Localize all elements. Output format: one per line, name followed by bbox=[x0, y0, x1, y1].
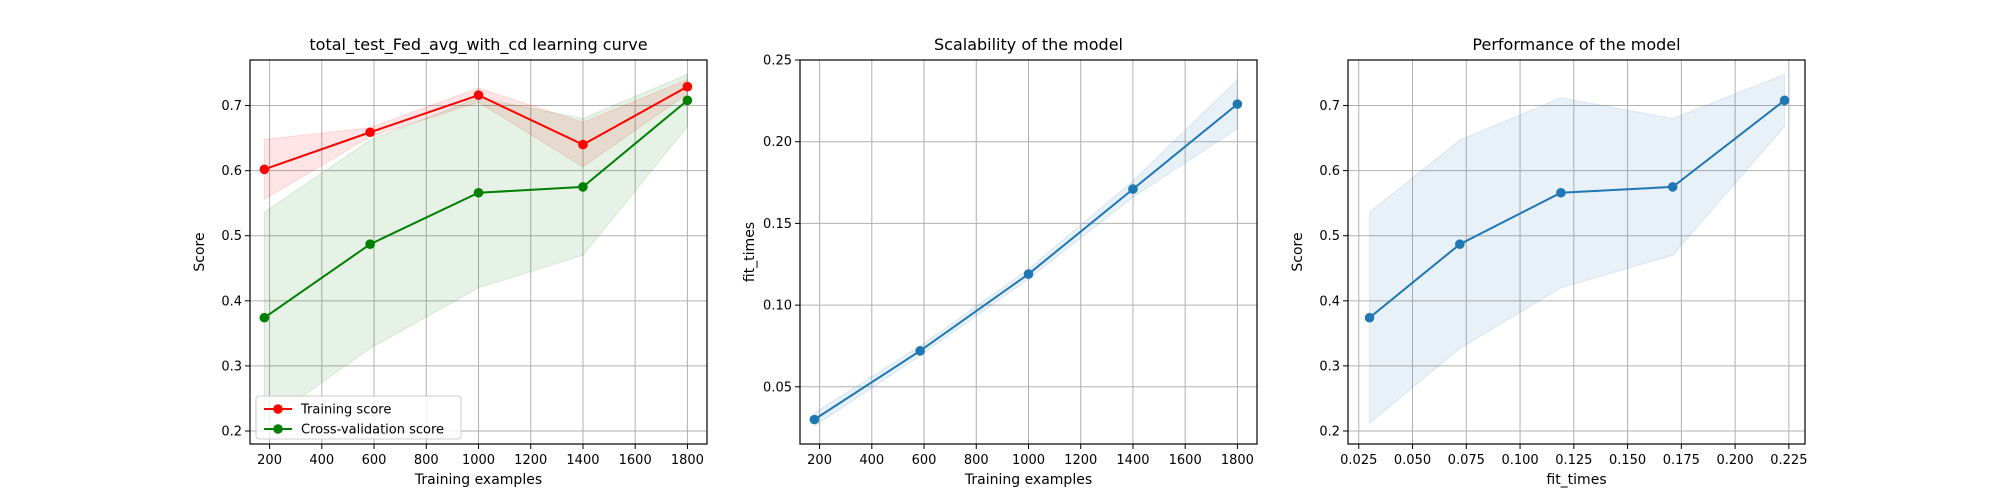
chart-1-x-tick-label: 1400 bbox=[1116, 453, 1149, 468]
chart-2-series-0-point bbox=[1556, 187, 1566, 198]
chart-0-x-tick-label: 400 bbox=[309, 453, 334, 468]
chart-0-x-tick-label: 600 bbox=[362, 453, 387, 468]
chart-0-x-tick-label: 1200 bbox=[514, 453, 547, 468]
chart-1-x-tick-label: 600 bbox=[912, 453, 937, 468]
chart-0-title: total_test_Fed_avg_with_cd learning curv… bbox=[309, 35, 647, 55]
chart-0-y-tick-label: 0.5 bbox=[221, 229, 242, 244]
chart-2-x-tick-label: 0.075 bbox=[1448, 453, 1485, 468]
chart-0-series-0-point bbox=[259, 164, 270, 175]
chart-2-x-tick-label: 0.025 bbox=[1340, 453, 1377, 468]
chart-0-series-0-point bbox=[682, 81, 693, 92]
performance-panel: 0.025 0.050 0.075 0.100 0.125 0.150 0.175 0.200… bbox=[1290, 35, 1807, 488]
chart-2-x-tick-label: 0.100 bbox=[1501, 453, 1538, 468]
chart-2-y-tick-label: 0.3 bbox=[1319, 359, 1340, 374]
chart-2-y-tick-label: 0.7 bbox=[1319, 99, 1340, 114]
chart-1-x-tick-label: 1200 bbox=[1064, 453, 1097, 468]
chart-1-x-tick-label: 1000 bbox=[1012, 453, 1045, 468]
chart-0-series-0-point bbox=[578, 139, 588, 150]
chart-1-x-tick-label: 1600 bbox=[1169, 453, 1202, 468]
chart-2-frame bbox=[1347, 59, 1806, 445]
chart-2-y-tick-label: 0.4 bbox=[1319, 294, 1340, 309]
chart-1-x-tick-label: 1800 bbox=[1221, 453, 1254, 468]
chart-0-legend: Training score Cross-validation score bbox=[255, 395, 462, 440]
chart-0-y-axis-label: Score bbox=[192, 232, 208, 271]
chart-0-legend-box bbox=[255, 395, 462, 440]
chart-1-y-tick-label: 0.15 bbox=[763, 217, 792, 232]
chart-0-x-tick-label: 1800 bbox=[671, 453, 704, 468]
chart-0-x-tick-label: 1600 bbox=[619, 453, 652, 468]
chart-2-title: Performance of the model bbox=[1472, 35, 1680, 54]
chart-2-series-0-point bbox=[1364, 312, 1375, 323]
chart-1-series-0-band bbox=[813, 78, 1238, 427]
chart-2-x-tick-label: 0.125 bbox=[1555, 453, 1592, 468]
chart-0-series-1-point bbox=[473, 187, 484, 198]
chart-0-series-1-band bbox=[263, 73, 688, 425]
chart-0-x-tick-label: 1400 bbox=[566, 453, 599, 468]
chart-2-y-tick-label: 0.5 bbox=[1319, 229, 1340, 244]
chart-2-x-tick-label: 0.150 bbox=[1609, 453, 1646, 468]
chart-2-series-0-point bbox=[1667, 182, 1678, 192]
chart-0-series-0-point bbox=[365, 127, 375, 138]
chart-2-x-tick-label: 0.225 bbox=[1770, 453, 1807, 468]
chart-0-legend-label-1: Cross-validation score bbox=[301, 423, 444, 438]
chart-2-y-tick-label: 0.2 bbox=[1319, 424, 1340, 439]
chart-0-series-1-point bbox=[578, 182, 588, 192]
chart-1-series-0-point bbox=[1128, 184, 1138, 194]
chart-1-y-tick-label: 0.25 bbox=[763, 54, 792, 69]
chart-0-legend-marker-1 bbox=[273, 424, 283, 434]
chart-2-x-tick-label: 0.050 bbox=[1394, 453, 1431, 468]
chart-1-y-tick-label: 0.20 bbox=[763, 135, 792, 150]
chart-0-y-tick-label: 0.6 bbox=[221, 164, 242, 179]
chart-2-x-tick-label: 0.175 bbox=[1663, 453, 1700, 468]
scalability-panel: 200 400 600 800 1000 1200 1400 1600 1800 0.05 0.10… bbox=[742, 35, 1258, 488]
chart-0-series-1-point bbox=[365, 239, 375, 249]
chart-1-series-0-point bbox=[915, 346, 925, 356]
chart-1-y-tick-label: 0.10 bbox=[763, 299, 792, 314]
chart-1-y-tick-label: 0.05 bbox=[763, 380, 792, 395]
chart-0-y-tick-label: 0.4 bbox=[221, 294, 242, 309]
chart-0-series-1-point bbox=[259, 312, 270, 323]
chart-0-x-axis-label: Training examples bbox=[414, 472, 542, 488]
chart-0-y-tick-label: 0.3 bbox=[221, 359, 242, 374]
chart-1-series-0-point bbox=[1023, 269, 1034, 279]
chart-2-series-0-point bbox=[1779, 95, 1790, 106]
chart-2-y-axis-label: Score bbox=[1290, 232, 1306, 271]
chart-0-y-tick-label: 0.7 bbox=[221, 99, 242, 114]
chart-0-legend-marker-0 bbox=[273, 404, 283, 414]
chart-1-y-axis-label: fit_times bbox=[742, 222, 758, 282]
chart-0-legend-label-0: Training score bbox=[300, 403, 391, 418]
chart-2-series-0-point bbox=[1455, 239, 1465, 249]
chart-1-series-0-point bbox=[809, 414, 820, 425]
chart-2-x-axis-label: fit_times bbox=[1546, 472, 1606, 488]
chart-0-series-0-point bbox=[473, 90, 484, 100]
chart-1-title: Scalability of the model bbox=[934, 35, 1123, 54]
chart-0-y-tick-label: 0.2 bbox=[221, 424, 242, 439]
chart-0-x-tick-label: 200 bbox=[257, 453, 282, 468]
chart-1-series-0-point bbox=[1232, 99, 1243, 109]
chart-1-x-tick-label: 200 bbox=[807, 453, 832, 468]
chart-2-x-tick-label: 0.200 bbox=[1716, 453, 1753, 468]
chart-2-y-tick-label: 0.6 bbox=[1319, 164, 1340, 179]
learning-curve-panel: 200 400 600 800 1000 1200 1400 1600 1800 0.2 0.3 0.… bbox=[192, 35, 708, 488]
chart-0-x-tick-label: 1000 bbox=[462, 453, 495, 468]
chart-0-x-tick-label: 800 bbox=[414, 453, 439, 468]
chart-1-x-tick-label: 800 bbox=[964, 453, 989, 468]
chart-0-series-1-point bbox=[682, 95, 693, 106]
chart-2-series-0-band bbox=[1369, 73, 1786, 425]
chart-1-x-axis-label: Training examples bbox=[964, 472, 1092, 488]
chart-1-x-tick-label: 400 bbox=[859, 453, 884, 468]
